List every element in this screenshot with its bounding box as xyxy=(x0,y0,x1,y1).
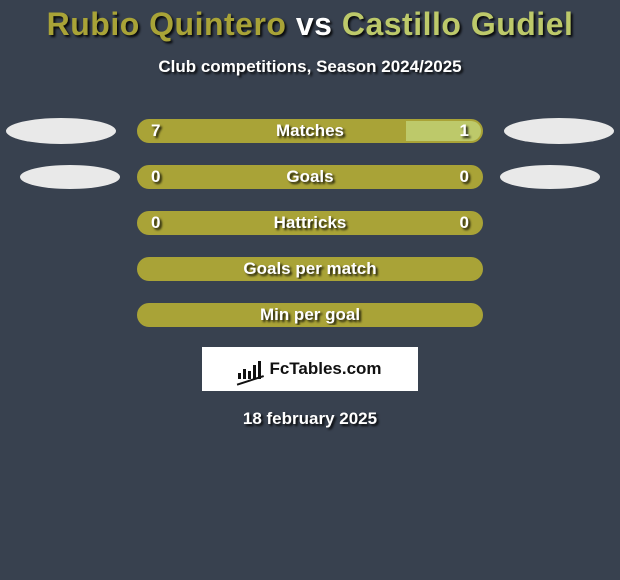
bar-fill-left xyxy=(139,167,481,187)
photo-placeholder-right xyxy=(500,165,600,189)
player1-name: Rubio Quintero xyxy=(47,6,287,42)
subtitle: Club competitions, Season 2024/2025 xyxy=(0,57,620,77)
bar-fill-left xyxy=(139,259,481,279)
bar-icon-col xyxy=(248,371,251,379)
date-text: 18 february 2025 xyxy=(0,409,620,429)
bar-icon-col xyxy=(238,373,241,379)
stat-bar: 0 Goals 0 xyxy=(137,165,483,189)
stat-bar: Min per goal xyxy=(137,303,483,327)
photo-placeholder-right xyxy=(504,118,614,144)
page-title: Rubio Quintero vs Castillo Gudiel xyxy=(0,6,620,43)
photo-placeholder-left xyxy=(20,165,120,189)
bar-icon-col xyxy=(243,369,246,379)
brand-text: FcTables.com xyxy=(269,359,381,379)
stat-bar: Goals per match xyxy=(137,257,483,281)
stat-bar: 0 Hattricks 0 xyxy=(137,211,483,235)
comparison-infographic: Rubio Quintero vs Castillo Gudiel Club c… xyxy=(0,0,620,580)
stat-row-hattricks: 0 Hattricks 0 xyxy=(0,211,620,235)
stat-row-matches: 7 Matches 1 xyxy=(0,119,620,143)
stat-bar: 7 Matches 1 xyxy=(137,119,483,143)
bar-fill-left xyxy=(139,213,481,233)
player2-name: Castillo Gudiel xyxy=(342,6,574,42)
vs-separator: vs xyxy=(296,6,333,42)
stat-row-goals-per-match: Goals per match xyxy=(0,257,620,281)
stat-rows: 7 Matches 1 0 Goals 0 0 Hattricks xyxy=(0,119,620,327)
stat-row-goals: 0 Goals 0 xyxy=(0,165,620,189)
stat-row-min-per-goal: Min per goal xyxy=(0,303,620,327)
brand-chart-icon xyxy=(238,359,262,379)
bar-fill-left xyxy=(139,305,481,325)
bar-fill-left xyxy=(139,121,406,141)
brand-box: FcTables.com xyxy=(202,347,418,391)
photo-placeholder-left xyxy=(6,118,116,144)
bar-fill-right xyxy=(406,121,481,141)
